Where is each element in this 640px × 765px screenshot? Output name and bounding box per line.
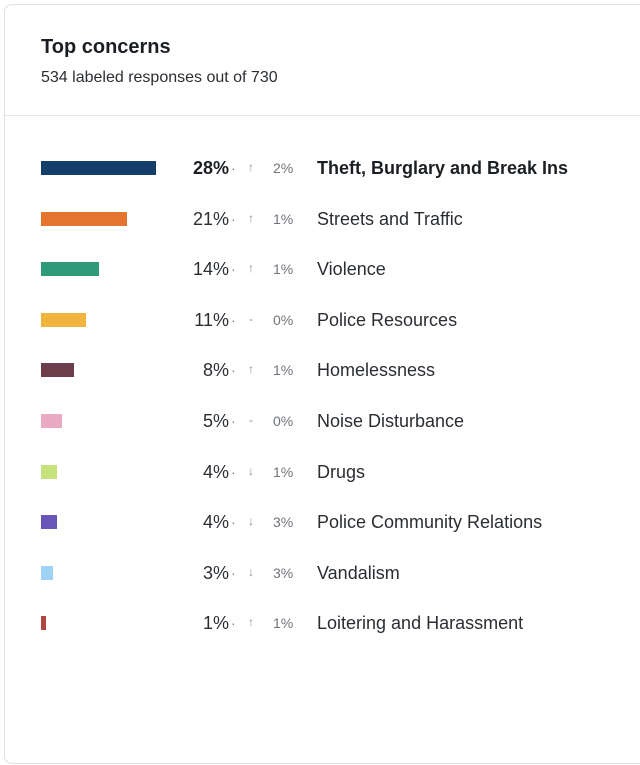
concern-row: 21% · ↑ 1% Streets and Traffic xyxy=(5,204,640,234)
separator-dot: · xyxy=(231,261,236,278)
card-header: Top concerns 534 labeled responses out o… xyxy=(5,5,640,116)
concern-row: 5% · - 0% Noise Disturbance xyxy=(5,406,640,436)
separator-dot: · xyxy=(231,311,236,328)
concern-bar xyxy=(41,565,54,580)
concern-change: 0% xyxy=(273,311,294,328)
concern-label: Homelessness xyxy=(317,360,436,381)
concern-change: 1% xyxy=(273,615,294,632)
concern-label: Violence xyxy=(317,259,386,280)
concern-label: Noise Disturbance xyxy=(317,411,465,431)
change-up-arrow-icon: ↑ xyxy=(248,160,254,174)
concern-label: Drugs xyxy=(317,461,366,482)
concern-percent: 21% xyxy=(192,208,229,229)
concern-percent: 14% xyxy=(192,259,229,280)
concern-bar xyxy=(41,363,74,378)
separator-dot: · xyxy=(231,514,236,531)
change-down-arrow-icon: ↓ xyxy=(248,463,254,478)
concern-change: 2% xyxy=(273,160,294,176)
change-down-arrow-icon: ↓ xyxy=(248,514,254,529)
concern-percent: 3% xyxy=(202,562,229,583)
separator-dot: · xyxy=(231,160,236,176)
concern-row: 11% · - 0% Police Resources xyxy=(5,305,640,335)
change-up-arrow-icon: ↑ xyxy=(248,362,254,377)
concern-percent: 1% xyxy=(202,613,229,634)
concern-change: 1% xyxy=(273,463,294,480)
concern-row: 4% · ↓ 3% Police Community Relations xyxy=(5,507,640,537)
separator-dot: · xyxy=(231,463,236,480)
concern-label: Vandalism xyxy=(317,562,400,583)
concern-change: 0% xyxy=(273,413,294,429)
concern-row: 3% · ↓ 3% Vandalism xyxy=(5,558,640,588)
concern-row: 28% · ↑ 2% Theft, Burglary and Break Ins xyxy=(5,153,640,183)
concern-percent: 5% xyxy=(202,411,229,431)
separator-dot: · xyxy=(231,413,236,429)
concern-percent: 11% xyxy=(194,309,229,330)
concern-label: Police Resources xyxy=(317,309,458,330)
change-none-icon: - xyxy=(249,413,253,427)
concern-percent: 4% xyxy=(202,461,229,482)
concern-bar xyxy=(41,312,87,327)
concern-bar xyxy=(41,616,46,631)
card-title: Top concerns xyxy=(41,36,171,58)
separator-dot: · xyxy=(231,210,236,227)
change-down-arrow-icon: ↓ xyxy=(248,564,254,579)
change-up-arrow-icon: ↑ xyxy=(248,615,254,630)
concern-bar xyxy=(41,262,99,277)
concern-row: 14% · ↑ 1% Violence xyxy=(5,254,640,284)
separator-dot: · xyxy=(231,564,236,581)
top-concerns-card: Top concerns 534 labeled responses out o… xyxy=(4,4,640,764)
concern-change: 3% xyxy=(273,564,294,581)
concern-percent: 28% xyxy=(192,158,229,178)
concern-row: 8% · ↑ 1% Homelessness xyxy=(5,355,640,385)
concern-label: Streets and Traffic xyxy=(317,208,463,229)
card-subtitle: 534 labeled responses out of 730 xyxy=(41,69,278,86)
change-none-icon: - xyxy=(249,311,253,326)
concern-label: Loitering and Harassment xyxy=(317,613,524,634)
separator-dot: · xyxy=(231,615,236,632)
concern-change: 1% xyxy=(273,261,294,278)
concern-label: Theft, Burglary and Break Ins xyxy=(317,158,569,178)
separator-dot: · xyxy=(231,362,236,379)
concern-percent: 8% xyxy=(202,360,229,381)
concern-percent: 4% xyxy=(202,512,229,533)
concern-bar xyxy=(41,464,58,479)
concern-bar xyxy=(41,414,62,428)
concern-row: 4% · ↓ 1% Drugs xyxy=(5,457,640,487)
concern-bar xyxy=(41,161,156,175)
concern-row: 1% · ↑ 1% Loitering and Harassment xyxy=(5,608,640,638)
change-up-arrow-icon: ↑ xyxy=(248,210,254,225)
concern-bar xyxy=(41,211,128,226)
concern-change: 1% xyxy=(273,362,294,379)
concern-change: 1% xyxy=(273,210,294,227)
concern-label: Police Community Relations xyxy=(317,512,543,533)
change-up-arrow-icon: ↑ xyxy=(248,261,254,276)
concern-bar xyxy=(41,515,58,530)
concern-change: 3% xyxy=(273,514,294,531)
